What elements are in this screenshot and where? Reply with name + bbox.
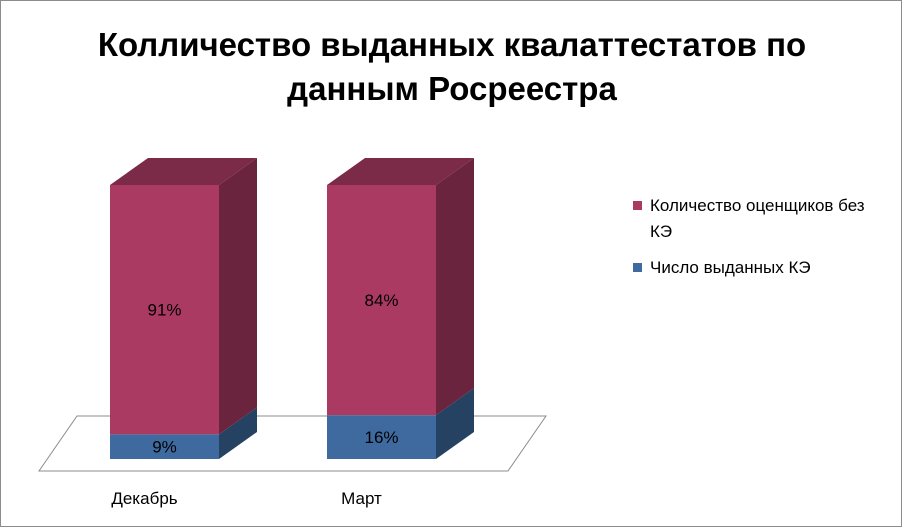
bar-front-2-series-1 xyxy=(327,415,436,459)
bar-front-2-series-2 xyxy=(327,185,436,416)
data-label-1-series-2: 91% xyxy=(147,301,181,320)
bar-side-2-series-1 xyxy=(436,388,474,459)
bar-top-2 xyxy=(327,158,474,185)
legend-label-1: Количество оценщиков без КЭ xyxy=(650,196,865,241)
bar-top-1 xyxy=(110,158,257,185)
bar-side-1-series-1 xyxy=(219,407,257,459)
x-tick-label-1: Декабрь xyxy=(111,489,177,508)
chart-title-line-2: данным Росреестра xyxy=(287,70,617,107)
bar-side-1-series-2 xyxy=(219,158,257,435)
legend-swatch-1 xyxy=(633,201,642,210)
bar-side-2-series-2 xyxy=(436,158,474,416)
legend-swatch-2 xyxy=(633,263,642,272)
legend-item-1: Количество оценщиков без КЭ xyxy=(633,193,883,245)
data-label-2-series-1: 16% xyxy=(364,428,398,447)
x-tick-label-2: Март xyxy=(341,489,382,508)
bar-front-1-series-2 xyxy=(110,185,219,435)
chart-legend: Количество оценщиков без КЭ Число выданн… xyxy=(633,193,883,291)
bar-front-1-series-1 xyxy=(110,434,219,459)
chart-title-line-1: Колличество выданных квалаттестатов по xyxy=(97,26,807,63)
legend-item-2: Число выданных КЭ xyxy=(633,255,883,281)
chart-title: Колличество выданных квалаттестатов по д… xyxy=(1,23,902,111)
data-label-2-series-2: 84% xyxy=(364,291,398,310)
data-label-1-series-1: 9% xyxy=(152,438,177,457)
legend-label-2: Число выданных КЭ xyxy=(650,258,811,277)
